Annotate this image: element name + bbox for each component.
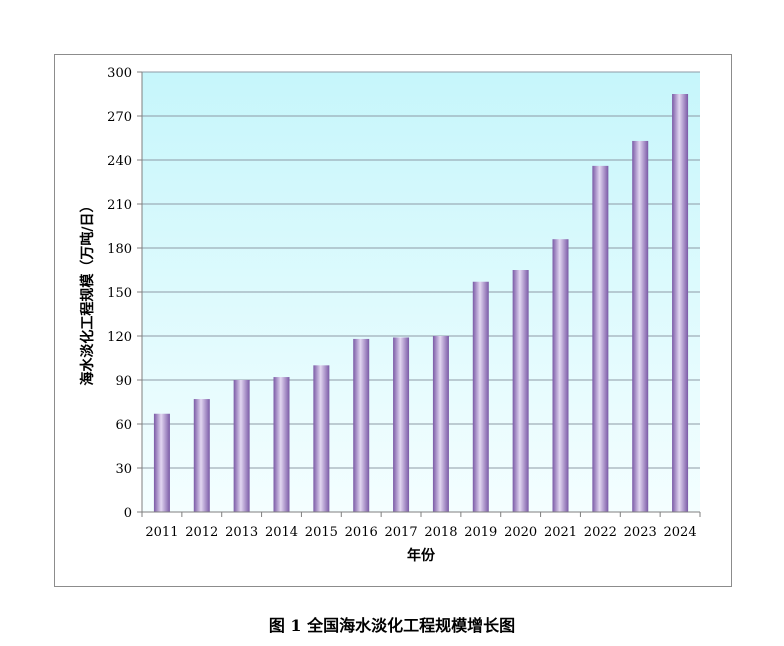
- bar-2024: [672, 94, 689, 512]
- bar-2016: [353, 338, 370, 512]
- x-tick-label: 2018: [424, 525, 457, 540]
- bar-2011: [153, 413, 170, 512]
- bar-2015: [313, 365, 330, 512]
- x-tick-label: 2024: [664, 525, 697, 540]
- bar-2019: [472, 281, 489, 512]
- x-tick-label: 2023: [624, 525, 657, 540]
- x-tick-label: 2021: [544, 525, 577, 540]
- y-tick-label: 150: [107, 286, 132, 301]
- y-tick-label: 0: [124, 506, 132, 521]
- bar-2014: [273, 377, 290, 512]
- bar-2021: [552, 239, 569, 512]
- figure-caption: 图 1 全国海水淡化工程规模增长图: [268, 616, 516, 635]
- y-tick-label: 90: [115, 374, 132, 389]
- x-tick-label: 2016: [345, 525, 378, 540]
- y-tick-label: 120: [107, 330, 132, 345]
- x-tick-label: 2012: [185, 525, 218, 540]
- x-tick-label: 2014: [265, 525, 298, 540]
- y-tick-labels: 0 30 60 90 120 150 180 210 240 270 300: [107, 66, 132, 521]
- bar-2017: [393, 337, 410, 512]
- y-axis-title: 海水淡化工程规模（万吨/日）: [79, 198, 96, 385]
- y-tick-label: 240: [107, 154, 132, 169]
- x-tick-label: 2020: [504, 525, 537, 540]
- bar-2012: [193, 399, 210, 512]
- x-tick-label: 2015: [305, 525, 338, 540]
- bar-2023: [632, 140, 649, 512]
- axes: [137, 71, 701, 517]
- bar-2018: [432, 336, 449, 512]
- y-tick-label: 30: [115, 462, 132, 477]
- x-tick-label: 2019: [464, 525, 497, 540]
- y-tick-label: 300: [107, 66, 132, 81]
- bar-2020: [512, 270, 529, 512]
- bar-2022: [592, 165, 609, 512]
- y-tick-label: 60: [115, 418, 132, 433]
- x-tick-labels: 2011 2012 2013 2014 2015 2016 2017 2018 2019 2020…: [145, 525, 696, 540]
- x-tick-label: 2017: [385, 525, 418, 540]
- x-axis-title: 年份: [407, 547, 436, 564]
- y-tick-label: 210: [107, 198, 132, 213]
- x-tick-label: 2022: [584, 525, 617, 540]
- y-tick-label: 270: [107, 110, 132, 125]
- bars: [153, 94, 689, 512]
- x-tick-label: 2011: [145, 525, 178, 540]
- bar-2013: [233, 380, 250, 512]
- x-tick-label: 2013: [225, 525, 258, 540]
- y-tick-label: 180: [107, 242, 132, 257]
